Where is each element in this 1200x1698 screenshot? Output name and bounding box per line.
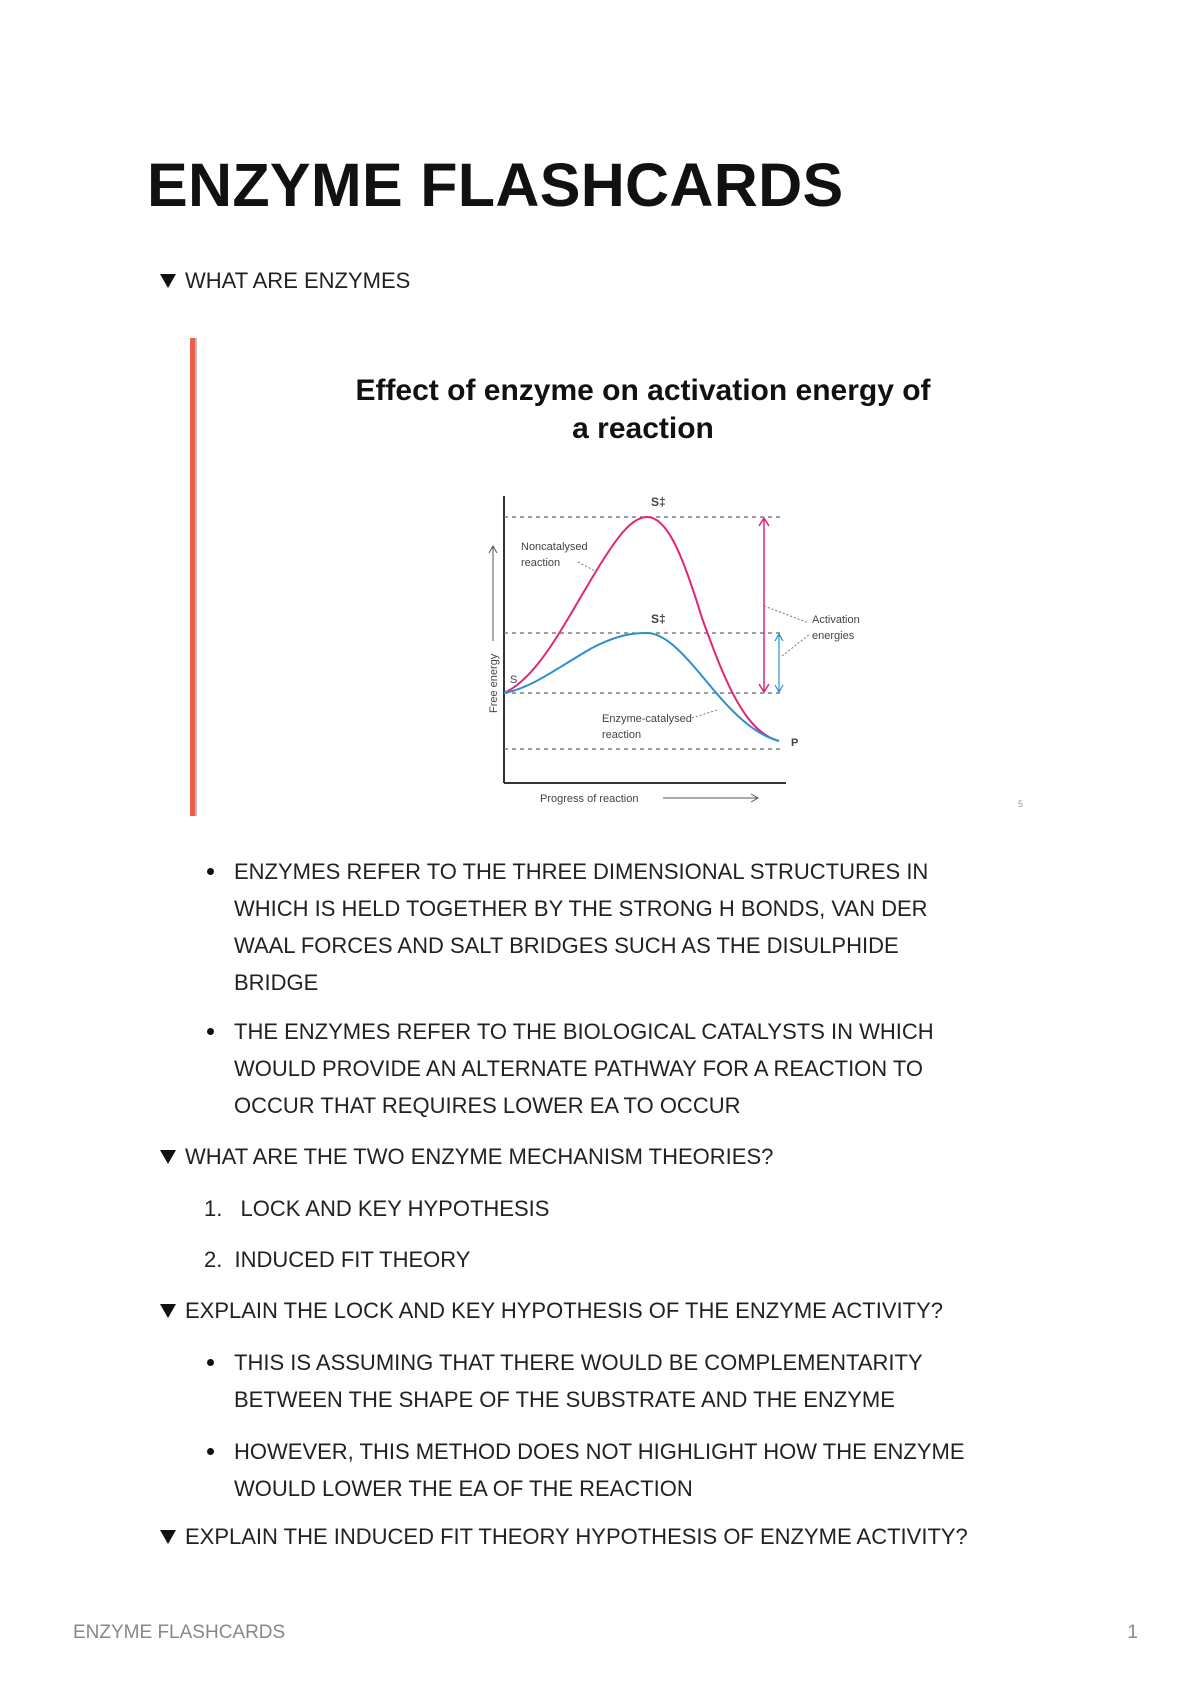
- y-axis-label: Free energy: [488, 653, 500, 713]
- page-number: 1: [1127, 1622, 1138, 1643]
- x-axis-label: Progress of reaction: [540, 793, 638, 805]
- toggle-what-are-enzymes[interactable]: WHAT ARE ENZYMES: [160, 268, 410, 294]
- bullet-line: WOULD PROVIDE AN ALTERNATE PATHWAY FOR A…: [234, 1056, 924, 1081]
- leader-lines: [577, 561, 811, 719]
- bullet-line: WOULD LOWER THE EA OF THE REACTION: [234, 1476, 693, 1501]
- activation-energy-figure: Effect of enzyme on activation energy of…: [355, 374, 1023, 809]
- toggle-mechanism-theories[interactable]: WHAT ARE THE TWO ENZYME MECHANISM THEORI…: [160, 1144, 773, 1170]
- item-number: 2.: [204, 1247, 223, 1272]
- figure-title-line1: Effect of enzyme on activation energy of: [355, 374, 931, 407]
- bullet-line: THE ENZYMES REFER TO THE BIOLOGICAL CATA…: [234, 1019, 934, 1044]
- toggle-induced-fit[interactable]: EXPLAIN THE INDUCED FIT THEORY HYPOTHESI…: [160, 1524, 968, 1550]
- noncatalysed-activation-arrow: [758, 516, 770, 694]
- triangle-down-icon: [160, 1304, 176, 1318]
- quote-bar: [190, 338, 197, 816]
- label-substrate: S: [510, 674, 517, 686]
- triangle-down-icon: [160, 1150, 176, 1164]
- bullet-item: ENZYMES REFER TO THE THREE DIMENSIONAL S…: [207, 853, 1094, 1001]
- item-text: LOCK AND KEY HYPOTHESIS: [240, 1196, 550, 1221]
- label-activation-1: Activation: [812, 614, 860, 626]
- bullet-line: WHICH IS HELD TOGETHER BY THE STRONG H B…: [234, 896, 928, 921]
- toggle-lock-and-key[interactable]: EXPLAIN THE LOCK AND KEY HYPOTHESIS OF T…: [160, 1298, 943, 1324]
- label-enzyme-catalysed-1: Enzyme-catalysed: [602, 713, 692, 725]
- toggle-heading: EXPLAIN THE INDUCED FIT THEORY HYPOTHESI…: [185, 1524, 968, 1549]
- toggle-heading: WHAT ARE THE TWO ENZYME MECHANISM THEORI…: [185, 1144, 774, 1169]
- axis-direction-arrows: [488, 544, 760, 803]
- numbered-item: 1. LOCK AND KEY HYPOTHESIS: [204, 1196, 549, 1222]
- label-enzyme-catalysed-2: reaction: [602, 729, 641, 741]
- triangle-down-icon: [160, 274, 176, 288]
- bullet-dot: [207, 1448, 214, 1455]
- bullet-item: HOWEVER, THIS METHOD DOES NOT HIGHLIGHT …: [207, 1433, 1094, 1507]
- bullet-line: ENZYMES REFER TO THE THREE DIMENSIONAL S…: [234, 859, 929, 884]
- bullet-dot: [207, 1028, 214, 1035]
- bullet-line: BETWEEN THE SHAPE OF THE SUBSTRATE AND T…: [234, 1387, 895, 1412]
- label-transition-state-uncatalysed: S‡: [651, 495, 666, 509]
- bullet-item: THIS IS ASSUMING THAT THERE WOULD BE COM…: [207, 1344, 1094, 1418]
- bullet-line: HOWEVER, THIS METHOD DOES NOT HIGHLIGHT …: [234, 1439, 965, 1464]
- bullet-item: THE ENZYMES REFER TO THE BIOLOGICAL CATA…: [207, 1013, 1094, 1124]
- label-noncatalysed-2: reaction: [521, 557, 560, 569]
- numbered-item: 2. INDUCED FIT THEORY: [204, 1247, 470, 1273]
- bullet-line: OCCUR THAT REQUIRES LOWER EA TO OCCUR: [234, 1093, 741, 1118]
- figure-title-line2: a reaction: [572, 412, 714, 445]
- slide-number: 5: [1018, 799, 1023, 809]
- toggle-heading: EXPLAIN THE LOCK AND KEY HYPOTHESIS OF T…: [185, 1298, 943, 1323]
- noncatalysed-curve: [503, 515, 780, 742]
- triangle-down-icon: [160, 1530, 176, 1544]
- bullet-dot: [207, 1359, 214, 1366]
- bullet-line: WAAL FORCES AND SALT BRIDGES SUCH AS THE…: [234, 933, 899, 958]
- label-noncatalysed-1: Noncatalysed: [521, 541, 588, 553]
- footer-title: ENZYME FLASHCARDS: [73, 1622, 286, 1643]
- bullet-dot: [207, 868, 214, 875]
- label-product: P: [791, 737, 798, 749]
- page-title: ENZYME FLASHCARDS: [147, 151, 844, 219]
- bullet-line: THIS IS ASSUMING THAT THERE WOULD BE COM…: [234, 1350, 923, 1375]
- bullet-line: BRIDGE: [234, 970, 319, 995]
- toggle-heading: WHAT ARE ENZYMES: [185, 268, 411, 293]
- catalysed-curve: [503, 631, 780, 742]
- label-activation-2: energies: [812, 630, 855, 642]
- label-transition-state-catalysed: S‡: [651, 612, 666, 626]
- item-text: INDUCED FIT THEORY: [234, 1247, 471, 1272]
- item-number: 1.: [204, 1196, 223, 1221]
- catalysed-activation-arrow: [774, 632, 784, 694]
